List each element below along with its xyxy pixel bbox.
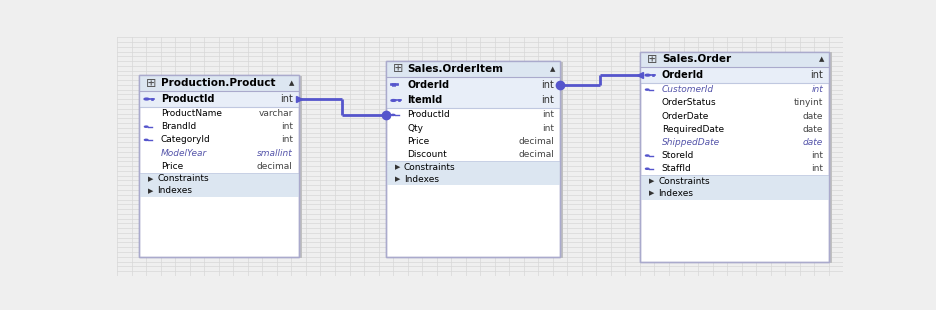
- Text: Constraints: Constraints: [157, 175, 209, 184]
- Text: int: int: [810, 164, 822, 173]
- Text: StoreId: StoreId: [661, 151, 694, 160]
- Text: ▶: ▶: [148, 188, 153, 194]
- FancyBboxPatch shape: [639, 67, 827, 83]
- Text: CategoryId: CategoryId: [161, 135, 211, 144]
- FancyBboxPatch shape: [386, 61, 560, 77]
- Text: OrderId: OrderId: [661, 70, 703, 80]
- Text: date: date: [801, 125, 822, 134]
- Text: ModelYear: ModelYear: [161, 148, 207, 157]
- Text: decimal: decimal: [256, 162, 293, 171]
- Text: ▶: ▶: [148, 176, 153, 182]
- FancyBboxPatch shape: [139, 185, 299, 197]
- Text: decimal: decimal: [518, 137, 554, 146]
- FancyBboxPatch shape: [642, 52, 831, 263]
- FancyBboxPatch shape: [386, 161, 560, 173]
- Text: CustomerId: CustomerId: [661, 85, 713, 94]
- Text: ▶: ▶: [648, 191, 653, 197]
- FancyBboxPatch shape: [386, 77, 560, 93]
- Text: int: int: [541, 80, 554, 90]
- FancyBboxPatch shape: [139, 173, 299, 185]
- Text: Sales.Order: Sales.Order: [661, 54, 730, 64]
- Text: OrderDate: OrderDate: [661, 112, 709, 121]
- Text: Discount: Discount: [407, 150, 446, 159]
- FancyBboxPatch shape: [639, 188, 827, 200]
- Text: int: int: [281, 122, 293, 131]
- Text: Price: Price: [407, 137, 430, 146]
- Text: ⊞: ⊞: [393, 62, 403, 75]
- Text: ShippedDate: ShippedDate: [661, 138, 719, 147]
- Text: OrderStatus: OrderStatus: [661, 98, 716, 107]
- Text: BrandId: BrandId: [161, 122, 196, 131]
- Text: int: int: [281, 135, 293, 144]
- Text: ProductId: ProductId: [407, 110, 450, 119]
- Text: RequiredDate: RequiredDate: [661, 125, 724, 134]
- Text: ⊞: ⊞: [647, 53, 657, 66]
- Text: int: int: [811, 85, 822, 94]
- FancyBboxPatch shape: [139, 91, 299, 107]
- Text: Constraints: Constraints: [403, 163, 455, 172]
- Text: ▶: ▶: [648, 178, 653, 184]
- Text: Price: Price: [161, 162, 183, 171]
- Text: Indexes: Indexes: [403, 175, 438, 184]
- Text: OrderId: OrderId: [407, 80, 449, 90]
- FancyBboxPatch shape: [139, 75, 299, 257]
- Text: ▶: ▶: [394, 176, 400, 182]
- FancyBboxPatch shape: [639, 175, 827, 188]
- FancyBboxPatch shape: [639, 51, 827, 67]
- Text: int: int: [810, 70, 822, 80]
- Text: ▲: ▲: [288, 80, 294, 86]
- Text: StaffId: StaffId: [661, 164, 691, 173]
- FancyBboxPatch shape: [388, 62, 563, 258]
- FancyBboxPatch shape: [386, 93, 560, 108]
- Text: ▲: ▲: [549, 66, 555, 72]
- Text: Production.Product: Production.Product: [161, 78, 275, 88]
- Text: ProductId: ProductId: [161, 94, 214, 104]
- FancyBboxPatch shape: [386, 61, 560, 257]
- Text: ▶: ▶: [394, 164, 400, 170]
- FancyBboxPatch shape: [141, 76, 301, 258]
- FancyBboxPatch shape: [139, 75, 299, 91]
- Text: Constraints: Constraints: [657, 177, 709, 186]
- Text: ProductName: ProductName: [161, 109, 222, 118]
- Text: Indexes: Indexes: [157, 187, 192, 196]
- Text: Qty: Qty: [407, 124, 423, 133]
- Text: date: date: [801, 112, 822, 121]
- Text: int: int: [542, 124, 554, 133]
- Text: int: int: [280, 94, 293, 104]
- Text: Indexes: Indexes: [657, 189, 693, 198]
- Text: int: int: [810, 151, 822, 160]
- Text: varchar: varchar: [258, 109, 293, 118]
- Text: date: date: [802, 138, 822, 147]
- Text: ItemId: ItemId: [407, 95, 443, 105]
- Text: Sales.OrderItem: Sales.OrderItem: [407, 64, 503, 74]
- Text: smallint: smallint: [256, 148, 293, 157]
- Text: int: int: [542, 110, 554, 119]
- FancyBboxPatch shape: [386, 173, 560, 185]
- Text: int: int: [541, 95, 554, 105]
- Text: ⊞: ⊞: [146, 77, 156, 90]
- Text: tinyint: tinyint: [793, 98, 822, 107]
- FancyBboxPatch shape: [639, 51, 827, 262]
- Text: decimal: decimal: [518, 150, 554, 159]
- Text: ▲: ▲: [818, 56, 824, 62]
